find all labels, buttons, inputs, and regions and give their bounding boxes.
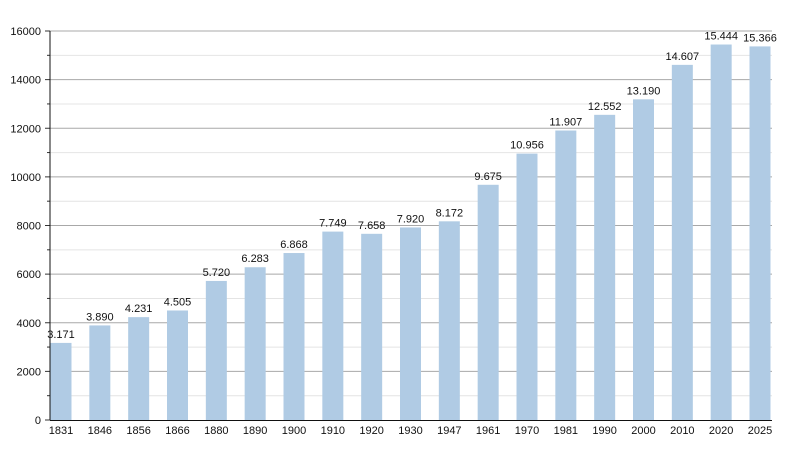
bar [89, 325, 111, 420]
x-tick-label: 1990 [592, 425, 616, 437]
x-tick-label: 1900 [282, 425, 306, 437]
x-tick-label: 2010 [670, 425, 694, 437]
data-label: 6.283 [241, 253, 269, 265]
x-tick-label: 1831 [49, 425, 73, 437]
x-tick-label: 1910 [321, 425, 345, 437]
data-label: 8.172 [436, 207, 464, 219]
bar [283, 253, 305, 420]
y-tick-label: 10000 [10, 172, 41, 184]
data-label: 7.658 [358, 220, 386, 232]
bar [205, 280, 227, 420]
data-label: 9.675 [474, 171, 502, 183]
data-label: 13.190 [627, 85, 661, 97]
data-label: 10.956 [510, 140, 544, 152]
x-tick-label: 1866 [165, 425, 189, 437]
data-label: 3.171 [47, 329, 75, 341]
bar [322, 231, 344, 420]
x-tick-label: 1981 [554, 425, 578, 437]
y-tick-label: 14000 [10, 75, 41, 87]
data-label: 7.749 [319, 218, 347, 230]
data-label: 4.231 [125, 303, 153, 315]
bar [633, 99, 654, 421]
x-tick-label: 1846 [88, 425, 112, 437]
y-tick-label: 0 [35, 415, 41, 427]
x-tick-label: 1947 [437, 425, 461, 437]
data-label: 5.720 [203, 267, 231, 279]
bar [438, 221, 460, 420]
x-tick-label: 1961 [476, 425, 500, 437]
data-label: 7.920 [397, 213, 425, 225]
bar [516, 153, 538, 420]
data-label: 14.607 [666, 51, 700, 63]
x-tick-label: 2020 [709, 425, 733, 437]
bar [361, 233, 383, 420]
x-tick-label: 1880 [204, 425, 228, 437]
y-tick-label: 16000 [10, 26, 41, 38]
bar [400, 227, 421, 420]
y-tick-label: 12000 [10, 123, 41, 135]
x-tick-label: 1930 [398, 425, 422, 437]
y-tick-label: 8000 [17, 221, 41, 233]
data-label: 11.907 [549, 117, 582, 129]
data-label: 15.366 [743, 32, 777, 44]
bar [167, 310, 188, 420]
x-tick-label: 1920 [359, 425, 383, 437]
x-tick-label: 1890 [243, 425, 267, 437]
bar [671, 64, 693, 420]
bar [477, 184, 499, 420]
bar [594, 114, 616, 420]
data-label: 12.552 [588, 101, 622, 113]
bar [244, 267, 266, 420]
data-label: 6.868 [280, 239, 308, 251]
data-label: 4.505 [164, 296, 192, 308]
x-tick-label: 2000 [631, 425, 655, 437]
bar [555, 130, 577, 421]
y-tick-label: 6000 [17, 269, 41, 281]
x-tick-label: 1856 [126, 425, 150, 437]
x-tick-label: 1970 [515, 425, 539, 437]
bar [749, 46, 771, 420]
bar [50, 342, 72, 420]
y-tick-label: 2000 [17, 366, 41, 378]
y-tick-label: 4000 [17, 318, 41, 330]
bar [128, 317, 150, 420]
bar [710, 44, 732, 420]
data-label: 3.890 [86, 311, 114, 323]
x-tick-label: 2025 [748, 425, 772, 437]
data-label: 15.444 [704, 31, 738, 43]
